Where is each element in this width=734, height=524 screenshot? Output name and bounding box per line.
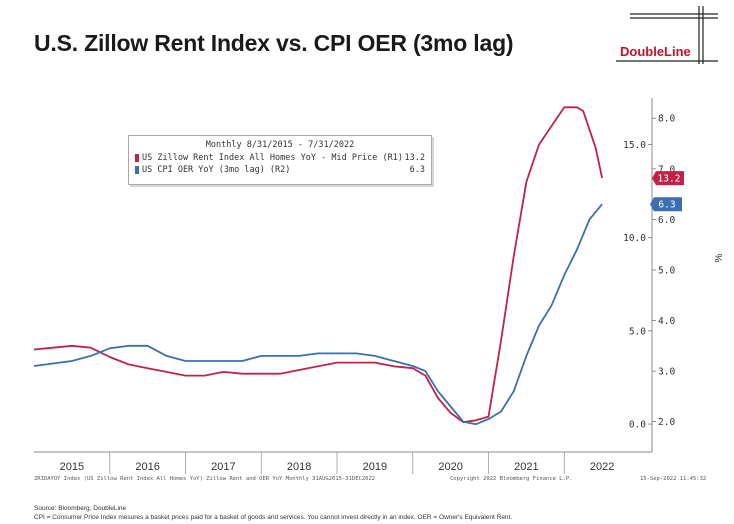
legend-swatch-oer [135, 166, 139, 174]
end-label-value: 6.3 [658, 200, 675, 211]
r1-tick-label: 10.0 [623, 233, 646, 244]
legend-swatch-zillow [135, 154, 139, 162]
legend-value-zillow: 13.2 [404, 153, 425, 163]
chart-title: U.S. Zillow Rent Index vs. CPI OER (3mo … [34, 30, 514, 56]
legend-value-oer: 6.3 [409, 165, 425, 175]
r2-tick-label: 5.0 [658, 265, 675, 276]
x-tick-label: 2015 [60, 461, 84, 473]
end-label-tag [650, 197, 682, 212]
doubleline-logo: DoubleLine [600, 6, 728, 66]
end-labels: 13.2 6.3 [650, 171, 684, 212]
x-tick-label: 2022 [590, 461, 614, 473]
end-label-oer: 6.3 [650, 197, 682, 212]
definitions-note: CPI = Consumer Price Index mesures a bas… [34, 514, 513, 521]
legend-label-zillow: US Zillow Rent Index All Homes YoY - Mid… [142, 153, 403, 163]
r2-tick-label: 4.0 [658, 316, 675, 327]
end-label-zillow: 13.2 [652, 171, 684, 186]
bloomberg-footer-copyright: Copyright 2022 Bloomberg Finance L.P. [450, 476, 573, 482]
series-line-cpi-oer [33, 203, 603, 426]
bloomberg-footer-left: ZRIDAYOY Index (US Zillow Rent Index All… [34, 476, 376, 482]
r2-tick-label: 8.0 [658, 114, 675, 125]
r2-tick-label: 7.0 [658, 164, 675, 175]
r1-axis: 0.0 5.0 10.0 15.0 [623, 140, 652, 431]
r1-tick-label: 5.0 [629, 326, 646, 337]
legend-title: Monthly 8/31/2015 - 7/31/2022 [205, 140, 355, 150]
r2-axis: 2.0 3.0 4.0 5.0 6.0 7.0 8.0% [652, 114, 725, 428]
legend-label-oer: US CPI OER YoY (3mo lag) (R2) [142, 165, 291, 175]
source-note: Source: Bloomberg, DoubleLine [34, 505, 127, 512]
r1-tick-label: 0.0 [629, 420, 646, 431]
r2-tick-label: 2.0 [658, 417, 675, 428]
x-tick-label: 2019 [363, 461, 387, 473]
x-tick-label: 2021 [514, 461, 538, 473]
logo-crosshair-icon [616, 6, 718, 64]
r1-tick-label: 15.0 [623, 140, 646, 151]
x-axis: 2015 2016 2017 2018 2019 2020 2021 2022 [60, 452, 614, 474]
x-tick-label: 2017 [211, 461, 235, 473]
series-line-zillow-rent [33, 106, 603, 424]
end-label-value: 13.2 [658, 174, 681, 185]
x-tick-label: 2020 [438, 461, 462, 473]
series-layer [33, 106, 603, 426]
legend-item-zillow: US Zillow Rent Index All Homes YoY - Mid… [135, 153, 425, 164]
bloomberg-footer-timestamp: 15-Sep-2022 11:45:32 [640, 476, 707, 482]
plot-frame [34, 98, 653, 453]
chart-legend: Monthly 8/31/2015 - 7/31/2022 US Zillow … [128, 135, 432, 185]
x-tick-label: 2016 [135, 461, 159, 473]
r2-tick-label: 3.0 [658, 367, 675, 378]
logo-text: DoubleLine [620, 44, 691, 59]
r2-tick-label: 6.0 [658, 215, 675, 226]
x-tick-label: 2018 [287, 461, 311, 473]
legend-item-oer: US CPI OER YoY (3mo lag) (R2) 6.3 [135, 165, 425, 176]
axis-unit-label: % [714, 253, 725, 262]
end-label-tag [652, 171, 684, 186]
